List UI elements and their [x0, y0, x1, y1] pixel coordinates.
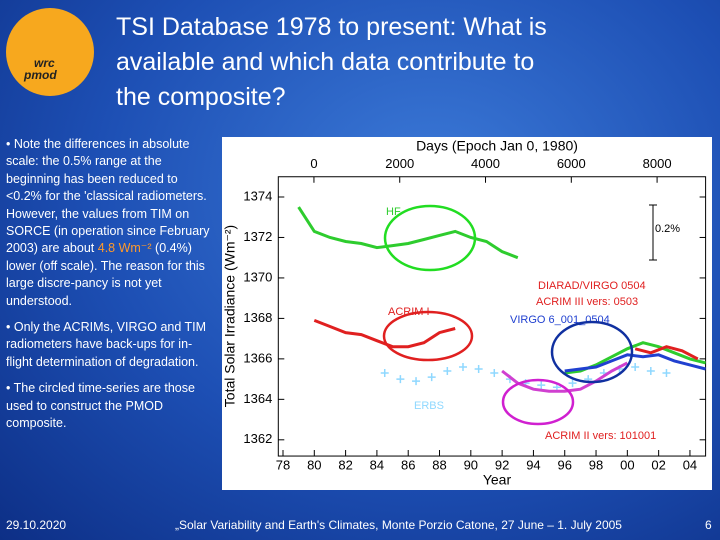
x2-tick-label: 2000 [385, 156, 414, 171]
y-axis-title: Total Solar Irradiance (Wm⁻²) [222, 225, 238, 407]
x2-tick-label: 8000 [643, 156, 672, 171]
x2-tick-label: 4000 [471, 156, 500, 171]
bullet: • The circled time-series are those used… [6, 380, 214, 432]
x-tick-label: 02 [651, 457, 665, 472]
title-line: the composite? [116, 83, 286, 111]
x-tick-label: 86 [401, 457, 415, 472]
x-tick-label: 78 [276, 457, 290, 472]
x-tick-label: 80 [307, 457, 321, 472]
x-axis-title: Year [483, 472, 512, 488]
x-tick-label: 00 [620, 457, 634, 472]
y-tick-label: 1362 [243, 431, 272, 446]
data-point [662, 369, 671, 378]
y-tick-label: 1374 [243, 188, 272, 203]
scale-bar-label: 0.2% [655, 223, 680, 235]
highlight-circle [383, 204, 477, 272]
logo-sun [6, 8, 94, 96]
logo-text: wrc [34, 56, 55, 70]
highlight-circle [501, 378, 575, 426]
y-tick-label: 1370 [243, 269, 272, 284]
slide-title: TSI Database 1978 to present: What is av… [116, 10, 547, 115]
series-label: ACRIM I [388, 306, 430, 318]
data-point [396, 375, 405, 384]
data-point [412, 377, 421, 386]
data-point [568, 379, 577, 388]
series-label: ACRIM II vers: 101001 [545, 430, 656, 442]
x-tick-label: 94 [526, 457, 540, 472]
logo-text: pmod [23, 68, 57, 82]
series-label: ERBS [414, 400, 444, 412]
series-line [634, 345, 699, 361]
x-tick-label: 90 [464, 457, 478, 472]
data-point [490, 369, 499, 378]
series-label: DIARAD/VIRGO 0504 [538, 280, 646, 292]
bullet-marker: • [6, 381, 11, 396]
highlight-circle [550, 320, 634, 384]
bullet: • Note the differences in absolute scale… [6, 136, 214, 310]
title-line: available and which data contribute to [116, 48, 535, 76]
bullet-text: (0.4%) lower (off scale). The reason for… [6, 241, 205, 308]
x-tick-label: 98 [589, 457, 603, 472]
bullet-list: • Note the differences in absolute scale… [6, 136, 214, 442]
x-tick-label: 04 [683, 457, 697, 472]
series-line [501, 361, 628, 393]
x2-tick-label: 0 [310, 156, 317, 171]
x-tick-label: 92 [495, 457, 509, 472]
series-label: VIRGO 6_001_0504 [510, 314, 610, 326]
title-line: TSI Database 1978 to present: What is [116, 13, 547, 41]
y-tick-label: 1368 [243, 310, 272, 325]
highlight-circle [382, 310, 474, 362]
x2-axis-title: Days (Epoch Jan 0, 1980) [416, 138, 578, 154]
data-point [646, 367, 655, 376]
bullet: • Only the ACRIMs, VIRGO and TIM radiome… [6, 319, 214, 371]
data-point [474, 364, 483, 373]
plot-frame [277, 176, 707, 457]
series-line [564, 353, 706, 373]
series-line [297, 206, 519, 260]
data-point [443, 367, 452, 376]
data-point [537, 381, 546, 390]
footer-date: 29.10.2020 [6, 518, 67, 532]
bullet-text: Only the ACRIMs, VIRGO and TIM radiomete… [6, 320, 207, 369]
page-number: 6 [705, 518, 712, 532]
chart-panel [222, 137, 712, 490]
bullet-text: The circled time-series are those used t… [6, 381, 195, 431]
data-point [427, 373, 436, 382]
series-label: ACRIM III vers: 0503 [536, 296, 638, 308]
data-point [631, 362, 640, 371]
highlight: 4.8 Wm⁻² [97, 241, 152, 256]
y-tick-label: 1366 [243, 350, 272, 365]
x-tick-label: 96 [557, 457, 571, 472]
x2-tick-label: 6000 [557, 156, 586, 171]
data-point [380, 369, 389, 378]
bullet-marker: • [6, 137, 11, 151]
y-tick-label: 1372 [243, 229, 272, 244]
y-tick-label: 1364 [243, 391, 272, 406]
x-tick-label: 84 [370, 457, 384, 472]
x-tick-label: 88 [432, 457, 446, 472]
bullet-marker: • [6, 320, 11, 335]
bullet-text: Note the differences in absolute scale: … [6, 137, 210, 256]
footer-event: „Solar Variability and Earth's Climates,… [175, 518, 622, 532]
x-tick-label: 82 [338, 457, 352, 472]
data-point [458, 362, 467, 371]
